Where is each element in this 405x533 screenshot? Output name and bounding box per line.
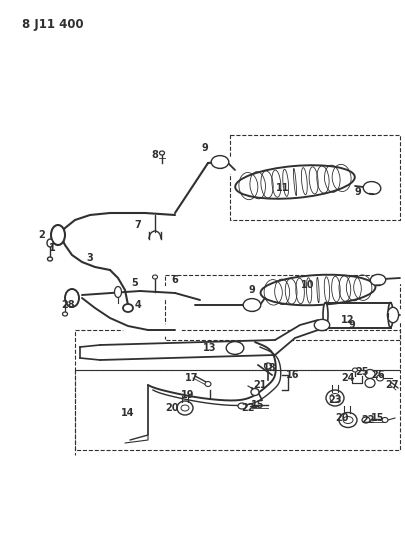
- Ellipse shape: [377, 375, 384, 381]
- Ellipse shape: [211, 156, 229, 168]
- Bar: [326, 303, 390, 327]
- Text: 22: 22: [241, 403, 255, 413]
- Ellipse shape: [62, 312, 68, 316]
- Text: 25: 25: [355, 367, 369, 377]
- Text: 18: 18: [263, 363, 277, 373]
- Text: 14: 14: [121, 408, 135, 418]
- Ellipse shape: [243, 298, 261, 311]
- Ellipse shape: [382, 417, 388, 423]
- Text: 9: 9: [355, 187, 361, 197]
- Polygon shape: [275, 320, 318, 355]
- Ellipse shape: [205, 382, 211, 386]
- Text: 3: 3: [87, 253, 94, 263]
- Text: 13: 13: [203, 343, 217, 353]
- Ellipse shape: [260, 274, 375, 305]
- Text: 9: 9: [202, 143, 209, 153]
- Ellipse shape: [65, 289, 79, 307]
- Text: 15: 15: [371, 413, 385, 423]
- Ellipse shape: [177, 401, 193, 415]
- Text: 4: 4: [134, 300, 141, 310]
- Ellipse shape: [352, 368, 358, 372]
- Ellipse shape: [326, 390, 344, 406]
- Ellipse shape: [251, 389, 259, 395]
- Ellipse shape: [264, 363, 271, 369]
- Ellipse shape: [314, 319, 330, 330]
- Ellipse shape: [365, 378, 375, 387]
- Ellipse shape: [226, 342, 244, 354]
- Ellipse shape: [153, 275, 158, 279]
- Text: 1: 1: [49, 243, 55, 253]
- Ellipse shape: [181, 405, 189, 411]
- Ellipse shape: [123, 304, 133, 312]
- Text: 20: 20: [165, 403, 179, 413]
- Text: 16: 16: [286, 370, 300, 380]
- Ellipse shape: [388, 303, 393, 327]
- Ellipse shape: [323, 303, 328, 327]
- Text: 11: 11: [276, 183, 290, 193]
- Text: 7: 7: [134, 220, 141, 230]
- Text: 19: 19: [181, 390, 195, 400]
- Ellipse shape: [47, 239, 53, 247]
- Ellipse shape: [365, 369, 375, 378]
- Ellipse shape: [388, 308, 399, 322]
- Text: 5: 5: [132, 278, 139, 288]
- Polygon shape: [100, 340, 275, 360]
- Text: 27: 27: [385, 380, 399, 390]
- Ellipse shape: [160, 151, 164, 155]
- Text: 20: 20: [335, 413, 349, 423]
- Ellipse shape: [370, 274, 386, 286]
- Text: 12: 12: [341, 315, 355, 325]
- Ellipse shape: [330, 393, 340, 402]
- Text: 17: 17: [185, 373, 199, 383]
- Text: 28: 28: [61, 300, 75, 310]
- Bar: [326, 303, 390, 327]
- Text: 26: 26: [371, 370, 385, 380]
- Text: 24: 24: [341, 373, 355, 383]
- Text: 23: 23: [328, 395, 342, 405]
- Text: 8: 8: [151, 150, 158, 160]
- Text: 8 J11 400: 8 J11 400: [22, 18, 83, 31]
- Text: 9: 9: [249, 285, 256, 295]
- Ellipse shape: [51, 225, 65, 245]
- Ellipse shape: [363, 182, 381, 195]
- Text: 2: 2: [38, 230, 45, 240]
- Text: 6: 6: [172, 275, 178, 285]
- Text: 21: 21: [253, 380, 267, 390]
- Ellipse shape: [343, 416, 353, 424]
- Text: 10: 10: [301, 280, 315, 290]
- Ellipse shape: [47, 257, 53, 261]
- Ellipse shape: [238, 403, 246, 409]
- Ellipse shape: [235, 165, 355, 199]
- Text: 15: 15: [251, 400, 265, 410]
- Text: 22: 22: [361, 415, 375, 425]
- Text: 9: 9: [349, 320, 355, 330]
- Ellipse shape: [339, 413, 357, 427]
- Ellipse shape: [362, 417, 370, 423]
- Ellipse shape: [115, 287, 122, 297]
